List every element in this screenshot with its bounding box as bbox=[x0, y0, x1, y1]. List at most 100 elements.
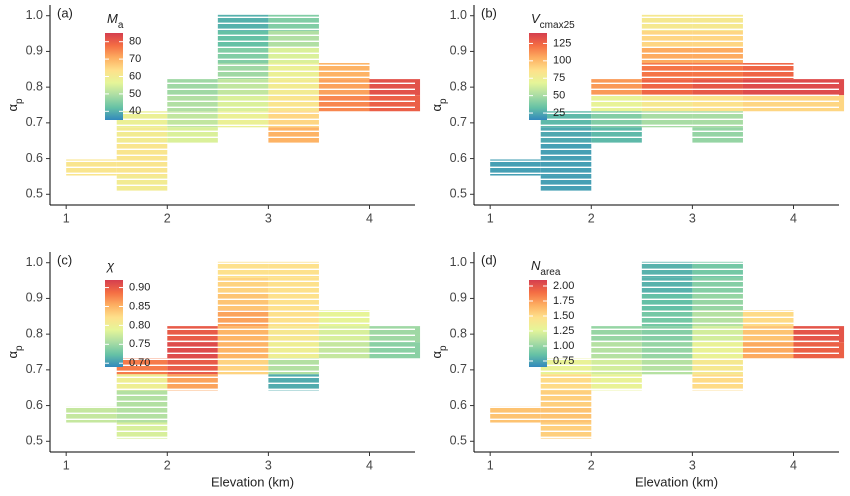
y-axis-title: αp bbox=[429, 98, 448, 112]
y-tick-label: 0.8 bbox=[450, 326, 467, 340]
x-tick-label: 4 bbox=[790, 211, 797, 225]
panel: 0.5 0.6 0.7 0.8 0.9 1.0 1 2 3 4 (a) αp 40 50 60 70 80 Ma bbox=[5, 5, 421, 225]
y-axis-title-main: α bbox=[429, 104, 444, 112]
x-tick-label: 2 bbox=[164, 458, 171, 472]
colorbar-title-sub: a bbox=[118, 20, 124, 31]
y-tick-label: 0.9 bbox=[450, 44, 467, 58]
y-tick-label: 0.7 bbox=[450, 115, 467, 129]
colorbar-tick-label: 0.75 bbox=[553, 355, 574, 367]
y-tick-label: 0.8 bbox=[450, 79, 467, 93]
panel-label: (c) bbox=[57, 252, 72, 267]
colorbar-title-sub: area bbox=[540, 267, 560, 278]
colorbar-tick-label: 0.85 bbox=[129, 300, 150, 312]
colorbar-title: Vcmax25 bbox=[531, 11, 575, 30]
colorbar-tick-label: 0.80 bbox=[129, 319, 150, 331]
x-axis-title: Elevation (km) bbox=[635, 474, 718, 489]
y-axis-title-main: α bbox=[5, 104, 20, 112]
colorbar-title-main: N bbox=[531, 258, 541, 273]
colorbar-tick-label: 75 bbox=[553, 72, 565, 84]
x-tick-label: 1 bbox=[487, 458, 494, 472]
colorbar-tick-label: 1.25 bbox=[553, 325, 574, 337]
colorbar-title-main: M bbox=[107, 11, 118, 26]
y-axis-title-sub: p bbox=[14, 98, 25, 104]
y-tick-label: 0.5 bbox=[26, 434, 43, 448]
colorbar-tick-label: 0.75 bbox=[129, 338, 150, 350]
y-tick-label: 0.7 bbox=[450, 362, 467, 376]
x-tick-label: 3 bbox=[689, 211, 696, 225]
y-tick-label: 1.0 bbox=[26, 8, 43, 22]
colorbar-tick-label: 125 bbox=[553, 37, 571, 49]
colorbar-title-main: χ bbox=[106, 258, 115, 273]
colorbar-title-sub: cmax25 bbox=[540, 20, 575, 31]
stripe-overlay bbox=[50, 5, 415, 205]
colorbar bbox=[105, 280, 123, 367]
y-tick-label: 0.7 bbox=[26, 115, 43, 129]
colorbar-title: χ bbox=[106, 258, 115, 273]
y-tick-label: 0.9 bbox=[450, 291, 467, 305]
y-tick-label: 0.9 bbox=[26, 291, 43, 305]
panel-label: (a) bbox=[57, 5, 73, 20]
y-axis-title-sub: p bbox=[438, 345, 449, 351]
y-tick-label: 1.0 bbox=[450, 8, 467, 22]
colorbar-tick-label: 1.00 bbox=[553, 340, 574, 352]
y-axis-title: αp bbox=[5, 98, 24, 112]
x-tick-label: 2 bbox=[588, 458, 595, 472]
panel: 0.5 0.6 0.7 0.8 0.9 1.0 1 2 3 4 (d) αp Elevation (km… bbox=[429, 252, 845, 489]
colorbar bbox=[529, 33, 547, 120]
panel: 0.5 0.6 0.7 0.8 0.9 1.0 1 2 3 4 (b) αp 25 50 75 100 125 V… bbox=[429, 5, 845, 225]
colorbar-tick-label: 0.90 bbox=[129, 281, 150, 293]
colorbar-tick-label: 1.75 bbox=[553, 295, 574, 307]
y-tick-label: 0.6 bbox=[450, 151, 467, 165]
y-tick-label: 0.5 bbox=[450, 434, 467, 448]
panel-label: (d) bbox=[481, 252, 497, 267]
x-tick-label: 4 bbox=[366, 211, 373, 225]
panel-label: (b) bbox=[481, 5, 497, 20]
colorbar-tick-label: 2.00 bbox=[553, 280, 574, 292]
y-tick-label: 1.0 bbox=[450, 255, 467, 269]
colorbar bbox=[105, 33, 123, 120]
y-tick-label: 0.8 bbox=[26, 326, 43, 340]
x-tick-label: 3 bbox=[265, 211, 272, 225]
colorbar-title-main: V bbox=[531, 11, 541, 26]
colorbar-tick-label: 0.70 bbox=[129, 357, 150, 369]
y-tick-label: 0.9 bbox=[26, 44, 43, 58]
y-tick-label: 0.6 bbox=[26, 151, 43, 165]
colorbar-tick-label: 1.50 bbox=[553, 310, 574, 322]
colorbar-tick-label: 100 bbox=[553, 55, 571, 67]
y-tick-label: 0.5 bbox=[450, 187, 467, 201]
stripe-overlay bbox=[474, 5, 839, 205]
x-tick-label: 1 bbox=[63, 458, 70, 472]
x-tick-label: 2 bbox=[588, 211, 595, 225]
y-tick-label: 0.6 bbox=[450, 398, 467, 412]
y-tick-label: 0.6 bbox=[26, 398, 43, 412]
colorbar-tick-label: 60 bbox=[129, 70, 141, 82]
y-axis-title-main: α bbox=[5, 351, 20, 359]
y-tick-label: 0.8 bbox=[26, 79, 43, 93]
y-tick-label: 0.5 bbox=[26, 187, 43, 201]
y-axis-title-main: α bbox=[429, 351, 444, 359]
x-tick-label: 4 bbox=[790, 458, 797, 472]
x-tick-label: 1 bbox=[63, 211, 70, 225]
colorbar bbox=[529, 280, 547, 367]
colorbar-tick-label: 50 bbox=[553, 90, 565, 102]
colorbar-tick-label: 40 bbox=[129, 105, 141, 117]
x-tick-label: 3 bbox=[265, 458, 272, 472]
x-tick-label: 3 bbox=[689, 458, 696, 472]
colorbar-tick-label: 70 bbox=[129, 53, 141, 65]
stripe-overlay bbox=[474, 252, 839, 452]
y-axis-title-sub: p bbox=[14, 345, 25, 351]
colorbar-title: Narea bbox=[531, 258, 561, 277]
y-axis-title-sub: p bbox=[438, 98, 449, 104]
panel: 0.5 0.6 0.7 0.8 0.9 1.0 1 2 3 4 (c) αp Elevation (km… bbox=[5, 252, 421, 489]
colorbar-tick-label: 50 bbox=[129, 88, 141, 100]
colorbar-tick-label: 80 bbox=[129, 36, 141, 48]
y-axis-title: αp bbox=[429, 345, 448, 359]
y-tick-label: 0.7 bbox=[26, 362, 43, 376]
y-axis-title: αp bbox=[5, 345, 24, 359]
x-tick-label: 4 bbox=[366, 458, 373, 472]
stripe-overlay bbox=[50, 252, 415, 452]
colorbar-tick-label: 25 bbox=[553, 107, 565, 119]
x-tick-label: 1 bbox=[487, 211, 494, 225]
